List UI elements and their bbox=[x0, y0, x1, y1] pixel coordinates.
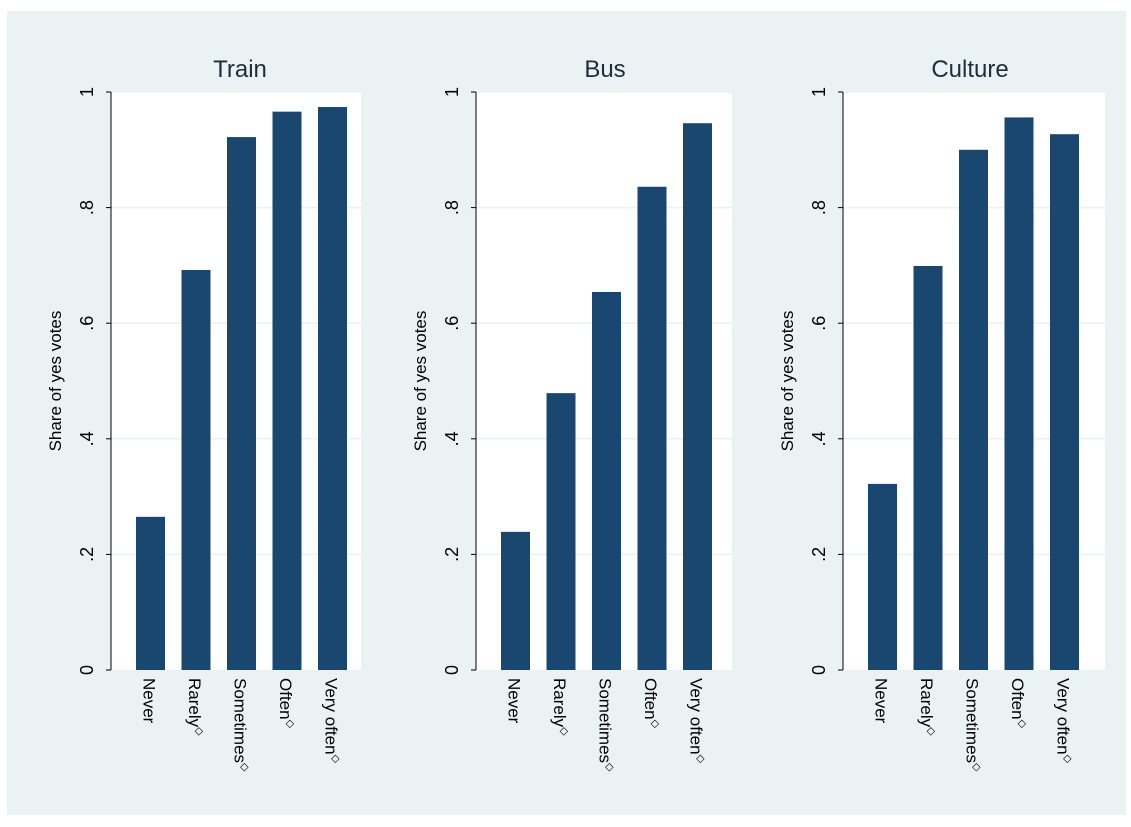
y-tick-label: .2 bbox=[442, 547, 462, 562]
category-marker: ◇ bbox=[604, 763, 617, 772]
bar-rarely bbox=[181, 270, 211, 670]
y-axis-label: Share of yes votes bbox=[778, 311, 797, 452]
panel-title: Train bbox=[213, 56, 267, 83]
x-tick-label: Often◇ bbox=[1008, 678, 1029, 729]
x-tick-label: Never bbox=[505, 678, 524, 724]
y-tick-label: .8 bbox=[809, 200, 829, 215]
y-tick-label: .4 bbox=[809, 431, 829, 446]
y-tick-label: .2 bbox=[809, 547, 829, 562]
x-tick-label: Rarely◇ bbox=[185, 678, 206, 736]
bar-often bbox=[637, 186, 667, 671]
y-tick-label: .8 bbox=[442, 200, 462, 215]
y-tick-label: 1 bbox=[77, 87, 97, 97]
category-marker: ◇ bbox=[649, 720, 662, 729]
panel-title: Culture bbox=[931, 56, 1008, 83]
y-axis-label: Share of yes votes bbox=[46, 311, 65, 452]
bar-sometimes bbox=[959, 149, 988, 671]
x-tick-label: Sometimes◇ bbox=[231, 678, 252, 772]
bar-rarely bbox=[913, 265, 943, 670]
bar-often bbox=[272, 111, 302, 671]
y-tick-label: 0 bbox=[442, 665, 462, 675]
panel-title: Bus bbox=[584, 56, 625, 83]
bar-never bbox=[136, 516, 165, 670]
category-marker: ◇ bbox=[695, 755, 708, 764]
y-tick-label: .6 bbox=[77, 316, 97, 331]
y-tick-label: 0 bbox=[809, 665, 829, 675]
x-tick-label: Very often◇ bbox=[1054, 678, 1075, 764]
panel-culture: 0 .2 .4 .6 .8 1 Share of yes votes Culture Never… bbox=[778, 56, 1105, 772]
bar-very-often bbox=[1050, 134, 1079, 671]
x-tick-label: Sometimes◇ bbox=[596, 678, 617, 772]
chart-panels: 0 .2 .4 .6 .8 1 Share of yes votes Train Never Ra… bbox=[46, 56, 1105, 772]
y-tick-label: 1 bbox=[442, 87, 462, 97]
x-tick-label: Never bbox=[872, 678, 891, 724]
bar-often bbox=[1004, 117, 1034, 670]
category-marker: ◇ bbox=[558, 727, 571, 736]
y-axis-label: Share of yes votes bbox=[411, 311, 430, 452]
x-tick-label: Very often◇ bbox=[687, 678, 708, 764]
category-marker: ◇ bbox=[330, 755, 343, 764]
y-tick-label: .6 bbox=[809, 316, 829, 331]
x-tick-label: Often◇ bbox=[276, 678, 297, 729]
category-marker: ◇ bbox=[925, 727, 938, 736]
x-tick-label: Sometimes◇ bbox=[963, 678, 984, 772]
x-tick-label: Never bbox=[140, 678, 159, 724]
y-tick-label: .4 bbox=[77, 431, 97, 446]
y-tick-label: .2 bbox=[77, 547, 97, 562]
bar-rarely bbox=[546, 393, 576, 670]
category-marker: ◇ bbox=[193, 727, 206, 736]
y-tick-label: .8 bbox=[77, 200, 97, 215]
x-tick-label: Rarely◇ bbox=[550, 678, 571, 736]
y-tick-label: .4 bbox=[442, 431, 462, 446]
category-marker: ◇ bbox=[1016, 720, 1029, 729]
x-tick-label: Rarely◇ bbox=[917, 678, 938, 736]
panel-bus: 0 .2 .4 .6 .8 1 Share of yes votes Bus Never Rare… bbox=[411, 56, 732, 772]
y-tick-label: 0 bbox=[77, 665, 97, 675]
bar-very-often bbox=[318, 107, 347, 670]
bar-never bbox=[501, 531, 530, 670]
panel-train: 0 .2 .4 .6 .8 1 Share of yes votes Train Never Ra… bbox=[46, 56, 361, 772]
bar-never bbox=[868, 483, 897, 670]
y-tick-label: .6 bbox=[442, 316, 462, 331]
y-tick-label: 1 bbox=[809, 87, 829, 97]
bar-sometimes bbox=[227, 137, 256, 671]
category-marker: ◇ bbox=[971, 763, 984, 772]
category-marker: ◇ bbox=[284, 720, 297, 729]
category-marker: ◇ bbox=[239, 763, 252, 772]
x-tick-label: Often◇ bbox=[641, 678, 662, 729]
x-tick-label: Very often◇ bbox=[322, 678, 343, 764]
bar-very-often bbox=[683, 123, 712, 671]
bar-sometimes bbox=[592, 291, 621, 670]
category-marker: ◇ bbox=[1062, 755, 1075, 764]
